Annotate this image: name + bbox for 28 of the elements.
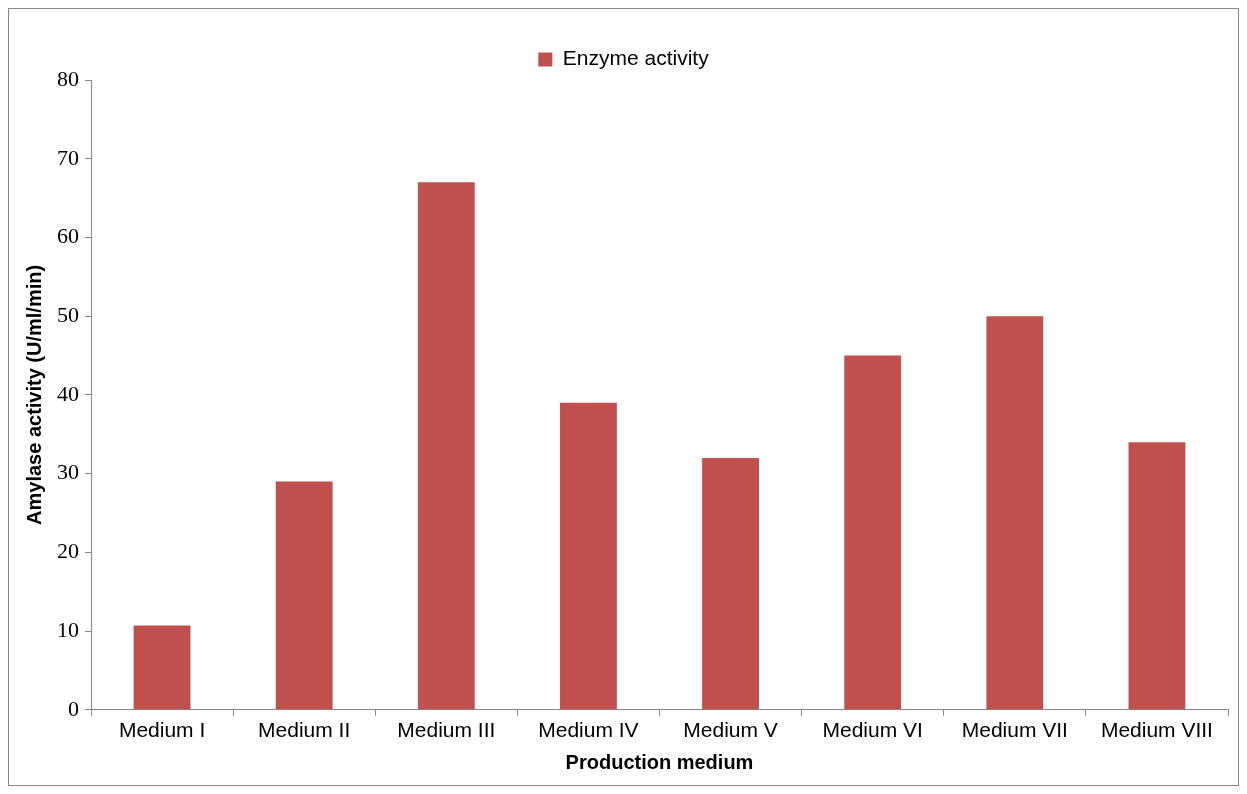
- x-tick-label: Medium III: [397, 718, 496, 742]
- y-tick-label: 0: [68, 695, 79, 721]
- bar: [275, 481, 333, 710]
- y-tick-label: 30: [57, 459, 79, 485]
- bar: [702, 457, 759, 710]
- y-tick-label: 60: [57, 223, 79, 249]
- x-tick-label: Medium VIII: [1100, 718, 1213, 742]
- x-tick-label: Medium IV: [538, 718, 639, 742]
- x-tick-label: Medium VI: [822, 718, 923, 742]
- bar: [560, 402, 617, 710]
- y-tick-label: 20: [57, 538, 79, 564]
- bar: [133, 625, 191, 710]
- x-axis-title: Production medium: [565, 750, 754, 773]
- bar: [986, 316, 1044, 710]
- x-tick-label: Medium II: [258, 718, 351, 742]
- y-tick-label: 50: [57, 301, 79, 327]
- y-tick-label: 80: [57, 65, 79, 91]
- legend-label: Enzyme activity: [562, 46, 710, 70]
- bar: [417, 182, 475, 710]
- y-tick-label: 70: [57, 144, 79, 170]
- x-tick-label: Medium I: [118, 718, 206, 742]
- y-tick-label: 40: [57, 380, 79, 406]
- y-tick-label: 10: [57, 616, 79, 642]
- x-tick-label: Medium VII: [961, 718, 1068, 742]
- x-tick-label: Medium V: [683, 718, 778, 742]
- y-axis-title: Amylase activity (U/ml/min): [22, 264, 45, 525]
- bar: [1128, 442, 1186, 710]
- bar: [844, 355, 902, 710]
